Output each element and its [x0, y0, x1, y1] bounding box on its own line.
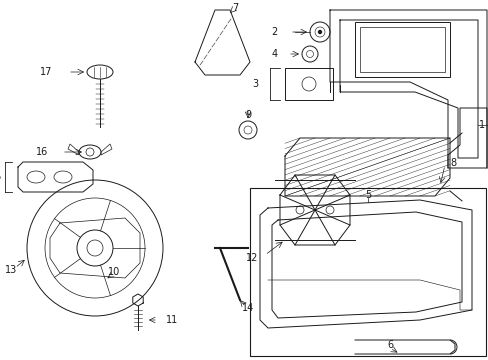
Text: 4: 4 [271, 49, 278, 59]
Text: 5: 5 [364, 190, 370, 200]
Text: 10: 10 [108, 267, 120, 277]
Text: 17: 17 [40, 67, 52, 77]
Text: 9: 9 [244, 110, 250, 120]
Circle shape [318, 31, 321, 33]
Text: 12: 12 [245, 253, 258, 263]
Text: 1: 1 [478, 120, 484, 130]
Text: 16: 16 [36, 147, 48, 157]
Text: 2: 2 [271, 27, 278, 37]
Text: 11: 11 [165, 315, 178, 325]
Text: 13: 13 [5, 265, 17, 275]
Bar [285, 68, 332, 100]
Bar [354, 22, 449, 77]
Text: 15: 15 [0, 172, 2, 182]
Text: 8: 8 [449, 158, 455, 168]
Text: 14: 14 [242, 303, 254, 313]
Text: 7: 7 [231, 3, 238, 13]
Bar [249, 188, 485, 356]
Text: 6: 6 [386, 340, 392, 350]
Text: 3: 3 [251, 79, 258, 89]
Bar [359, 27, 444, 72]
